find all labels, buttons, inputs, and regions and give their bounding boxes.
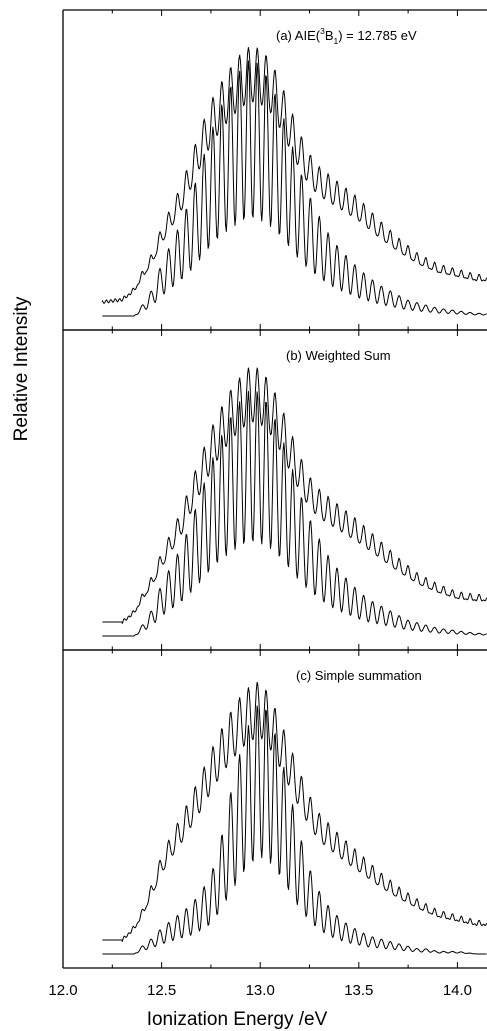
spectrum-trace-resolved (102, 60, 487, 317)
spectrum-panel-1: (a) AIE(3B1) = 12.785 eV (62, 9, 487, 331)
panel-label-prefix: (a) AIE( (276, 28, 321, 43)
panel-label-base: B (325, 28, 334, 43)
spectrum-trace-resolved (102, 705, 487, 955)
panel-label-sub: 1 (333, 36, 338, 46)
x-axis-title: Ionization Energy /eV (147, 1009, 328, 1030)
x-tick-label: 14.0 (443, 982, 472, 999)
spectrum-panel-2: (b) Weighted Sum (62, 329, 487, 651)
panel-label: (a) AIE(3B1) = 12.785 eV (276, 26, 417, 46)
x-axis: 12.0 12.5 13.0 13.5 14.0 (48, 982, 472, 999)
panel-label-sup: 3 (320, 26, 325, 36)
y-axis-title: Relative Intensity (11, 296, 32, 441)
spectrum-trace-envelope (102, 367, 487, 624)
panels-layer: (a) AIE(3B1) = 12.785 eV (b) Weighted Sum… (62, 9, 487, 969)
x-tick-label: 12.0 (48, 982, 77, 999)
spectrum-trace-resolved (102, 390, 487, 637)
panel-label-suffix: ) = 12.785 eV (338, 28, 417, 43)
x-tick-label: 13.0 (246, 982, 275, 999)
spectrum-panel-3: (c) Simple summation (62, 649, 487, 969)
panel-label: (b) Weighted Sum (286, 348, 391, 363)
x-tick-label: 13.5 (344, 982, 373, 999)
spectrum-trace-envelope (102, 681, 487, 942)
spectrum-trace-envelope (101, 47, 487, 304)
panel-label: (c) Simple summation (296, 668, 422, 683)
x-tick-label: 12.5 (147, 982, 176, 999)
